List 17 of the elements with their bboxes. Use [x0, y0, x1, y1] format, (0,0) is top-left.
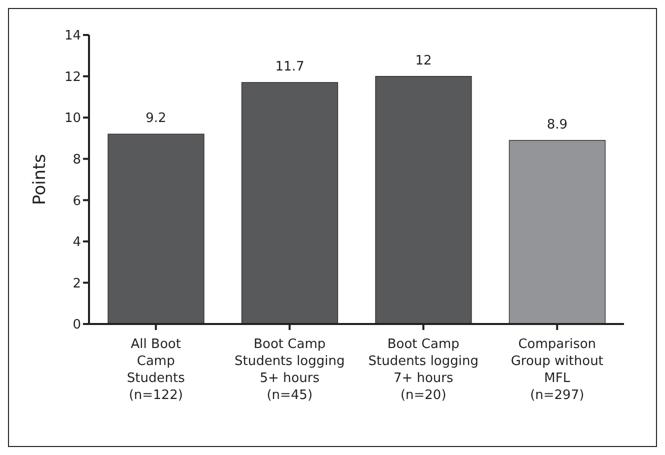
y-tick-label: 10 — [64, 111, 81, 126]
x-tick-label: Boot Camp Students logging 7+ hours (n=20) — [368, 337, 479, 403]
data-label: 8.9 — [546, 117, 568, 132]
y-tick-label: 4 — [72, 235, 81, 250]
y-tick-label: 8 — [72, 152, 81, 168]
x-tick-label: Boot Camp Students logging 5+ hours (n=45) — [234, 337, 345, 403]
x-tick-label: Comparison Group without MFL (n=297) — [510, 337, 604, 403]
y-axis-title: Points — [30, 154, 50, 206]
data-label: 12 — [415, 53, 432, 68]
y-tick-label: 12 — [64, 70, 81, 85]
data-label: 11.7 — [275, 59, 304, 74]
x-tick-label: All Boot Camp Students (n=122) — [126, 337, 186, 403]
y-tick-label: 14 — [64, 28, 81, 44]
data-label: 9.2 — [146, 111, 166, 126]
y-tick-label: 0 — [72, 318, 81, 333]
y-tick-label: 6 — [72, 194, 81, 209]
y-tick-label: 2 — [72, 276, 81, 292]
